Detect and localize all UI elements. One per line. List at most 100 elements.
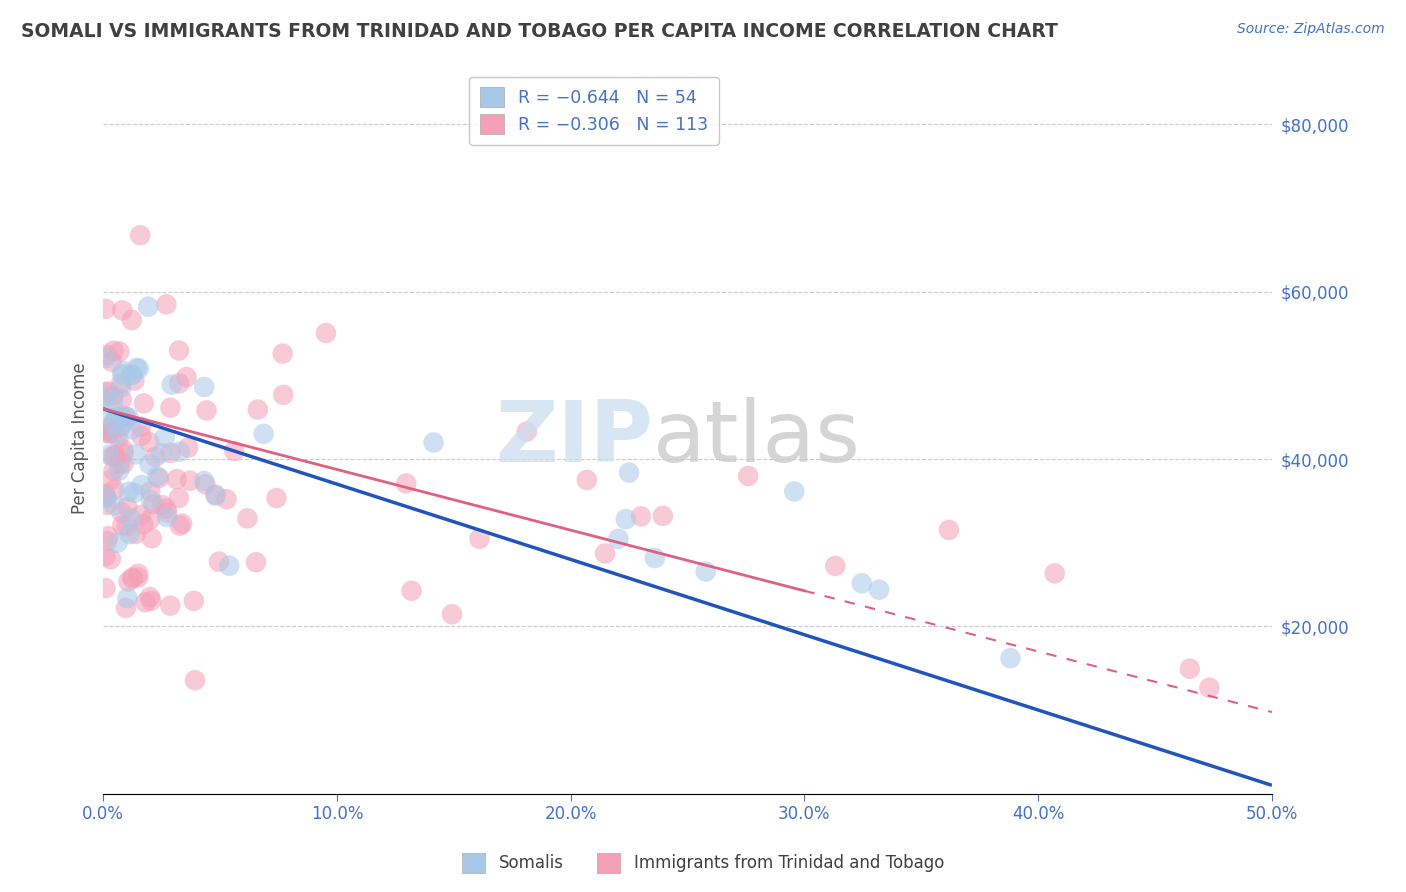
Point: [110, 419, 132, 434]
Point: [607, 532, 630, 546]
Point: [315, 326, 337, 340]
Point: [614, 512, 637, 526]
Point: [103, 464, 125, 478]
Point: [266, 491, 288, 505]
Point: [468, 532, 491, 546]
Point: [121, 313, 143, 327]
Point: [132, 396, 155, 410]
Point: [96, 498, 118, 512]
Point: [824, 558, 846, 573]
Point: [98, 421, 121, 435]
Point: [97, 384, 120, 399]
Point: [253, 426, 276, 441]
Point: [139, 512, 162, 526]
Point: [148, 471, 170, 485]
Point: [128, 361, 150, 376]
Point: [121, 422, 143, 436]
Point: [575, 473, 598, 487]
Point: [98, 448, 121, 462]
Point: [193, 380, 215, 394]
Y-axis label: Per Capita Income: Per Capita Income: [72, 362, 89, 514]
Point: [108, 457, 131, 471]
Point: [108, 464, 131, 478]
Point: [138, 458, 160, 472]
Point: [644, 551, 666, 566]
Point: [215, 492, 238, 507]
Point: [139, 484, 162, 499]
Point: [169, 518, 191, 533]
Point: [516, 425, 538, 439]
Point: [150, 446, 173, 460]
Point: [94, 490, 117, 504]
Point: [167, 343, 190, 358]
Point: [440, 607, 463, 622]
Point: [107, 431, 129, 445]
Point: [139, 493, 162, 508]
Point: [129, 419, 152, 434]
Point: [1198, 681, 1220, 695]
Point: [246, 402, 269, 417]
Legend: Somalis, Immigrants from Trinidad and Tobago: Somalis, Immigrants from Trinidad and To…: [456, 847, 950, 880]
Text: ZIP: ZIP: [495, 397, 652, 480]
Point: [195, 403, 218, 417]
Point: [169, 444, 191, 458]
Point: [115, 601, 138, 615]
Point: [103, 499, 125, 513]
Text: SOMALI VS IMMIGRANTS FROM TRINIDAD AND TOBAGO PER CAPITA INCOME CORRELATION CHAR: SOMALI VS IMMIGRANTS FROM TRINIDAD AND T…: [21, 22, 1057, 41]
Point: [124, 485, 146, 500]
Point: [100, 473, 122, 487]
Point: [179, 474, 201, 488]
Point: [160, 446, 183, 460]
Point: [134, 595, 156, 609]
Point: [103, 483, 125, 497]
Point: [96, 407, 118, 421]
Point: [868, 582, 890, 597]
Point: [110, 376, 132, 391]
Text: atlas: atlas: [652, 397, 860, 480]
Point: [105, 428, 128, 442]
Point: [271, 388, 294, 402]
Point: [101, 450, 124, 464]
Point: [851, 576, 873, 591]
Text: Source: ZipAtlas.com: Source: ZipAtlas.com: [1237, 22, 1385, 37]
Point: [129, 228, 152, 243]
Point: [401, 583, 423, 598]
Point: [121, 571, 143, 585]
Point: [112, 457, 135, 471]
Point: [101, 395, 124, 409]
Point: [166, 472, 188, 486]
Point: [117, 484, 139, 499]
Point: [422, 435, 444, 450]
Point: [155, 297, 177, 311]
Point: [593, 546, 616, 560]
Point: [142, 497, 165, 511]
Point: [152, 498, 174, 512]
Point: [111, 392, 134, 407]
Point: [271, 346, 294, 360]
Point: [111, 506, 134, 520]
Point: [132, 517, 155, 532]
Point: [1043, 566, 1066, 581]
Point: [194, 477, 217, 491]
Point: [651, 508, 673, 523]
Point: [172, 516, 194, 531]
Point: [176, 370, 198, 384]
Point: [167, 376, 190, 391]
Point: [617, 466, 640, 480]
Point: [146, 469, 169, 483]
Point: [101, 425, 124, 439]
Point: [160, 377, 183, 392]
Point: [108, 344, 131, 359]
Point: [138, 435, 160, 450]
Point: [103, 389, 125, 403]
Point: [124, 374, 146, 388]
Point: [112, 442, 135, 457]
Point: [121, 368, 143, 382]
Point: [159, 401, 181, 415]
Point: [117, 500, 139, 514]
Point: [111, 409, 134, 423]
Point: [111, 367, 134, 381]
Point: [139, 590, 162, 604]
Point: [98, 426, 121, 441]
Point: [184, 673, 207, 688]
